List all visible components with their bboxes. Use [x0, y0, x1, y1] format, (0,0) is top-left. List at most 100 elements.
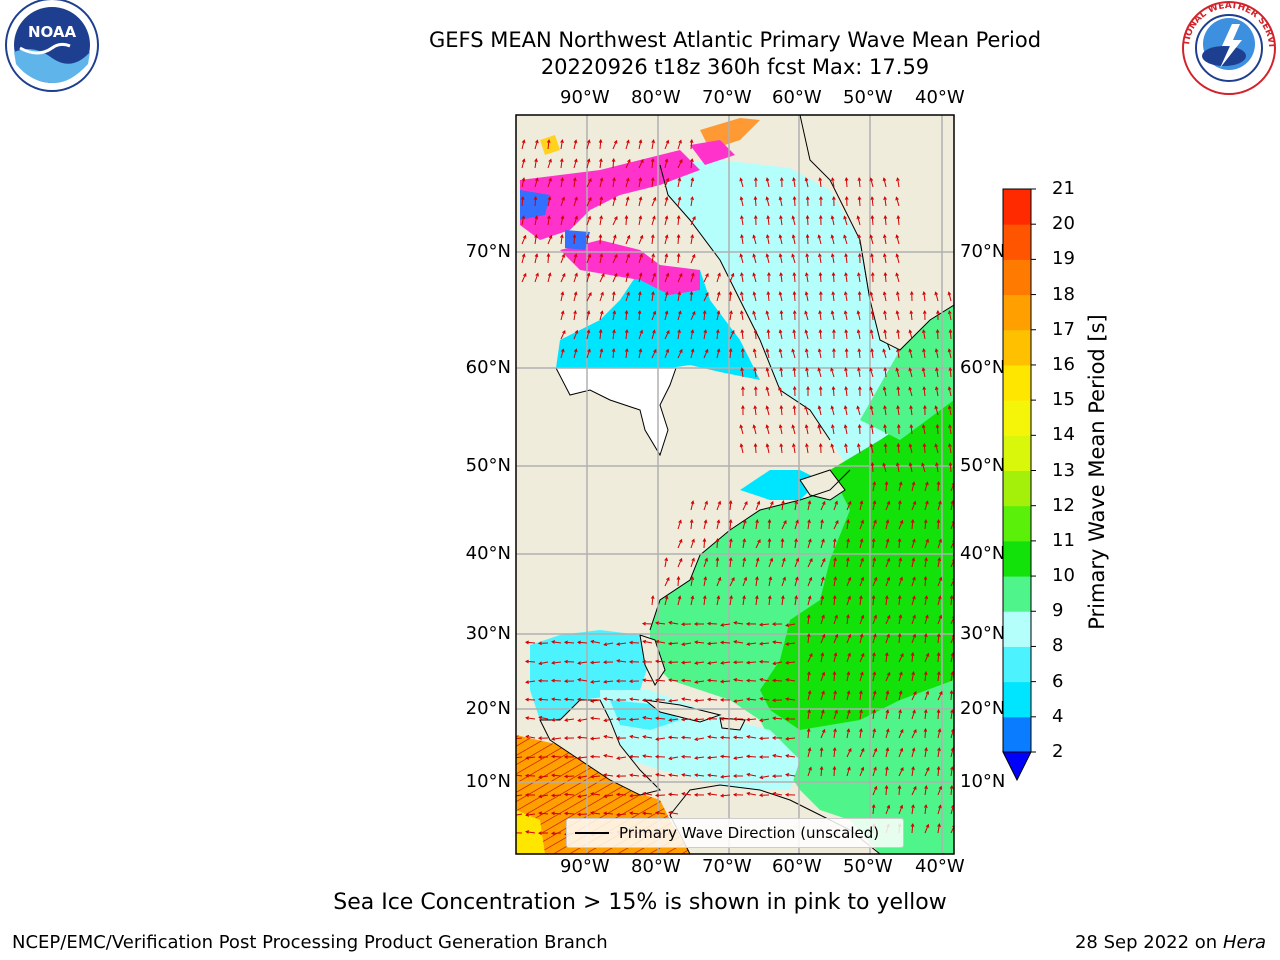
wave-arrow: [690, 178, 694, 188]
wave-arrow: [521, 254, 525, 264]
wave-arrow: [716, 577, 721, 587]
wave-arrow-head: [844, 176, 849, 181]
wave-arrow: [793, 405, 796, 416]
wave-arrow-head: [599, 158, 603, 163]
wave-arrow: [690, 216, 696, 226]
wave-arrow-head: [753, 367, 757, 372]
wave-arrow-head: [947, 386, 952, 391]
wave-arrow-head: [832, 347, 836, 352]
wave-arrow: [846, 558, 849, 568]
wave-arrow: [695, 661, 705, 664]
wave-arrow: [859, 653, 865, 663]
lon-label-top: 90°W: [560, 87, 610, 108]
wave-arrow-head: [924, 557, 928, 562]
wave-arrow-head: [741, 404, 745, 409]
wave-arrow-head: [704, 348, 709, 353]
wave-arrow-head: [652, 310, 657, 315]
wave-arrow-head: [706, 755, 711, 760]
wave-arrow-head: [792, 385, 797, 390]
wave-arrow-head: [843, 310, 848, 315]
wave-arrow-head: [897, 537, 902, 542]
wave-arrow-head: [772, 640, 777, 645]
wave-arrow: [534, 178, 538, 188]
wave-arrow-head: [785, 678, 790, 682]
wave-arrow-head: [629, 793, 634, 798]
wave-arrow: [924, 786, 927, 796]
wave-arrow-head: [857, 176, 862, 181]
wave-arrow-head: [923, 727, 928, 732]
wave-arrow-head: [678, 519, 682, 524]
wave-arrow: [820, 672, 825, 682]
wave-arrow-head: [693, 698, 699, 703]
wave-arrow-head: [817, 234, 822, 239]
wave-arrow: [612, 273, 618, 283]
wave-arrow-head: [704, 500, 708, 505]
wave-arrow-head: [728, 518, 733, 523]
wave-arrow: [747, 792, 757, 796]
date-text: 28 Sep 2022 on: [1074, 932, 1218, 953]
wave-arrow: [552, 737, 562, 740]
wave-arrow-head: [765, 196, 770, 201]
wave-arrow-head: [668, 773, 673, 777]
wave-arrow: [664, 235, 668, 245]
wave-arrow: [937, 766, 940, 777]
wave-arrow: [872, 729, 876, 739]
wave-arrow: [779, 197, 783, 207]
wave-arrow: [690, 501, 694, 511]
wave-arrow-head: [872, 728, 877, 733]
colorbar-tick-label: 11: [1052, 529, 1075, 551]
wave-arrow-head: [924, 747, 928, 752]
wave-arrow: [833, 729, 836, 739]
wave-arrow: [859, 672, 864, 682]
nws-logo: NATIONAL WEATHER SERVICE: [1172, 0, 1276, 95]
wave-arrow-head: [795, 519, 799, 524]
lon-label-bottom: 70°W: [702, 856, 752, 877]
wave-arrow-head: [782, 557, 786, 562]
wave-arrow-head: [729, 310, 733, 315]
wave-arrow: [747, 773, 757, 777]
wave-arrow: [885, 767, 888, 777]
wave-arrow-head: [746, 735, 751, 739]
wave-arrow-head: [951, 615, 954, 618]
wave-arrow: [884, 330, 887, 340]
colorbar-tick-label: 19: [1052, 248, 1075, 270]
wave-arrow: [885, 577, 890, 587]
wave-arrow-head: [844, 443, 848, 448]
wave-arrow: [625, 140, 630, 150]
wave-arrow: [625, 178, 629, 188]
wave-arrow: [885, 520, 889, 530]
wave-arrow: [871, 310, 874, 321]
wave-arrow-head: [560, 348, 565, 353]
wave-arrow-head: [664, 291, 669, 296]
wave-arrow-head: [844, 253, 848, 258]
wave-arrow-head: [573, 310, 577, 315]
wave-arrow-head: [548, 158, 552, 163]
wave-arrow: [643, 736, 653, 739]
wave-arrow-head: [753, 442, 758, 447]
wave-arrow-head: [947, 310, 952, 315]
wave-arrow-head: [538, 775, 543, 779]
wave-arrow: [721, 775, 731, 778]
wave-arrow-head: [937, 557, 942, 562]
wave-arrow: [560, 235, 563, 245]
wave-arrow: [617, 642, 627, 645]
wave-arrow: [630, 735, 640, 739]
wave-arrow-head: [521, 215, 526, 220]
wave-arrow: [516, 794, 523, 797]
wave-arrow-head: [769, 557, 774, 562]
wave-arrow-head: [733, 678, 738, 682]
wave-arrow: [599, 311, 603, 321]
wave-arrow: [591, 640, 601, 644]
wave-arrow: [526, 813, 536, 816]
wave-arrow-head: [590, 639, 595, 644]
wave-arrow-head: [792, 177, 796, 182]
wave-arrow: [564, 812, 575, 815]
wave-arrow-head: [949, 594, 954, 599]
wave-arrow-head: [678, 139, 682, 144]
wave-arrow-head: [706, 697, 712, 702]
wave-arrow: [807, 672, 810, 682]
wave-arrow: [780, 405, 783, 416]
wave-arrow: [573, 178, 576, 188]
wave-arrow: [586, 197, 592, 207]
wave-arrow: [846, 710, 850, 720]
